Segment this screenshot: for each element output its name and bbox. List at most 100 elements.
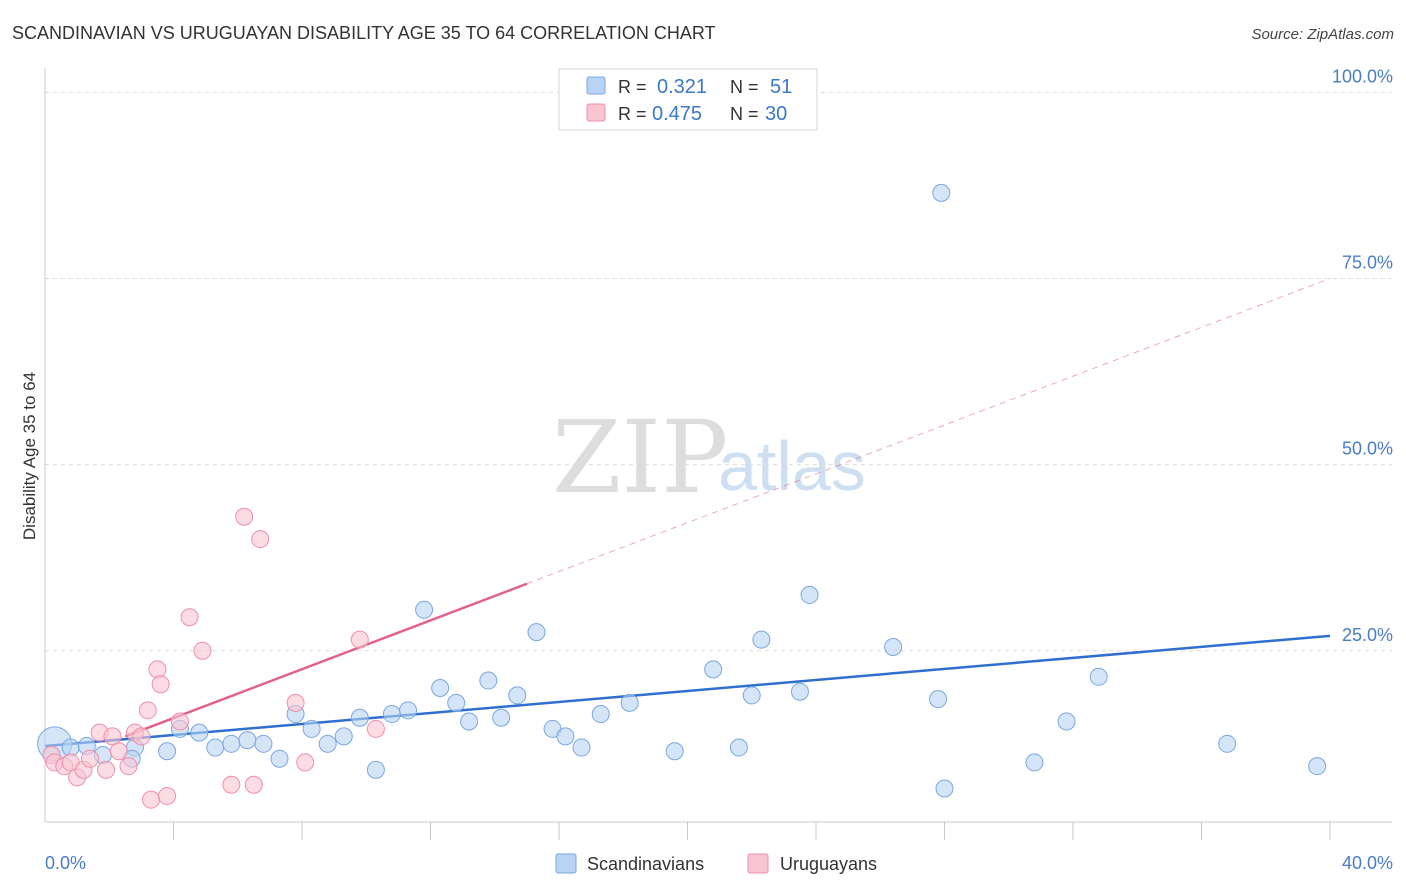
point-scandinavian[interactable]: [302, 719, 321, 738]
point-uruguayan[interactable]: [119, 757, 138, 776]
stats-n-value-uruguayan: 30: [765, 103, 787, 125]
point-uruguayan[interactable]: [80, 749, 99, 768]
legend-swatch-uruguayans[interactable]: [747, 853, 769, 874]
gridlines: [45, 91, 1392, 652]
y-tick-labels: 25.0% 50.0% 75.0% 100.0%: [1332, 66, 1393, 644]
point-uruguayan[interactable]: [286, 693, 305, 712]
point-scandinavian[interactable]: [527, 623, 546, 642]
chart-title: SCANDINAVIAN VS URUGUAYAN DISABILITY AGE…: [12, 23, 716, 43]
point-uruguayan[interactable]: [193, 641, 212, 660]
stats-n-label-scandinavian: N =: [730, 77, 759, 97]
point-scandinavian[interactable]: [932, 183, 951, 202]
point-scandinavian[interactable]: [479, 671, 498, 690]
point-scandinavian[interactable]: [929, 690, 948, 709]
point-scandinavian[interactable]: [665, 742, 684, 761]
stats-r-value-uruguayan: 0.475: [652, 103, 702, 125]
point-uruguayan[interactable]: [244, 775, 263, 794]
point-scandinavian[interactable]: [415, 600, 434, 619]
point-scandinavian[interactable]: [431, 678, 450, 697]
stats-n-label-uruguayan: N =: [730, 104, 759, 124]
source-credit: Source: ZipAtlas.com: [1251, 26, 1394, 43]
legend: Scandinavians Uruguayans: [555, 853, 877, 874]
point-scandinavian[interactable]: [206, 738, 225, 757]
y-tick-label: 25.0%: [1342, 625, 1393, 645]
point-scandinavian[interactable]: [800, 585, 819, 604]
legend-swatch-scandinavians[interactable]: [555, 853, 577, 874]
stats-r-label-uruguayan: R =: [618, 104, 647, 124]
point-uruguayan[interactable]: [222, 775, 241, 794]
point-scandinavian[interactable]: [238, 731, 257, 750]
legend-label-scandinavians[interactable]: Scandinavians: [587, 854, 704, 874]
point-uruguayan[interactable]: [180, 608, 199, 627]
y-tick-label: 50.0%: [1342, 439, 1393, 459]
point-scandinavian[interactable]: [1218, 734, 1237, 753]
point-scandinavian[interactable]: [190, 723, 209, 742]
point-uruguayan[interactable]: [158, 786, 177, 805]
point-uruguayan[interactable]: [138, 701, 157, 720]
point-scandinavian[interactable]: [1308, 757, 1327, 776]
trend-lines: [44, 278, 1331, 748]
point-scandinavian[interactable]: [752, 630, 771, 649]
point-uruguayan[interactable]: [366, 719, 385, 738]
point-scandinavian[interactable]: [556, 727, 575, 746]
point-scandinavian[interactable]: [366, 760, 385, 779]
point-scandinavian[interactable]: [382, 705, 401, 724]
point-scandinavian[interactable]: [572, 738, 591, 757]
point-scandinavian[interactable]: [935, 779, 954, 798]
point-scandinavian[interactable]: [222, 734, 241, 753]
point-uruguayan[interactable]: [251, 530, 270, 549]
point-uruguayan[interactable]: [97, 760, 116, 779]
point-scandinavian[interactable]: [270, 749, 289, 768]
point-uruguayan[interactable]: [350, 630, 369, 649]
stats-box: R = 0.321 N = 51 R = 0.475 N = 30: [558, 68, 818, 131]
point-scandinavian[interactable]: [591, 705, 610, 724]
stats-swatch-scandinavian: [586, 76, 606, 95]
trend-line-uruguayan: [124, 582, 528, 738]
point-uruguayan[interactable]: [235, 507, 254, 526]
point-scandinavian[interactable]: [254, 734, 273, 753]
point-scandinavian[interactable]: [884, 638, 903, 657]
point-scandinavian[interactable]: [729, 738, 748, 757]
point-scandinavian[interactable]: [742, 686, 761, 705]
legend-label-uruguayans[interactable]: Uruguayans: [780, 854, 877, 874]
point-scandinavian[interactable]: [447, 693, 466, 712]
point-scandinavian[interactable]: [620, 693, 639, 712]
point-uruguayan[interactable]: [170, 712, 189, 731]
point-uruguayan[interactable]: [109, 742, 128, 761]
watermark-atlas: atlas: [718, 427, 866, 505]
point-scandinavian[interactable]: [334, 727, 353, 746]
stats-r-value-scandinavian: 0.321: [657, 76, 707, 98]
x-tick-label-max: 40.0%: [1342, 853, 1393, 873]
point-scandinavian[interactable]: [399, 701, 418, 720]
y-axis-label: Disability Age 35 to 64: [20, 372, 39, 540]
stats-n-value-scandinavian: 51: [770, 76, 792, 98]
point-uruguayan[interactable]: [151, 675, 170, 694]
y-tick-label: 75.0%: [1342, 252, 1393, 272]
watermark-zip: ZIP: [552, 399, 728, 516]
point-scandinavian[interactable]: [492, 708, 511, 727]
trend-line-scandinavian: [44, 634, 1331, 748]
x-tick-labels: 0.0% 40.0%: [45, 853, 1393, 873]
point-uruguayan[interactable]: [142, 790, 161, 809]
point-uruguayan[interactable]: [103, 727, 122, 746]
axes: [44, 68, 1392, 840]
point-scandinavian[interactable]: [158, 742, 177, 761]
point-uruguayan[interactable]: [148, 660, 167, 679]
watermark: ZIP atlas: [552, 399, 866, 516]
point-uruguayan[interactable]: [296, 753, 315, 772]
point-scandinavian[interactable]: [318, 734, 337, 753]
trend-line-uruguayan-extrapolated: [526, 278, 1331, 585]
point-scandinavian[interactable]: [508, 686, 527, 705]
point-uruguayan[interactable]: [132, 727, 151, 746]
y-tick-label: 100.0%: [1332, 66, 1393, 86]
x-tick-label-min: 0.0%: [45, 853, 86, 873]
point-scandinavian[interactable]: [350, 708, 369, 727]
point-scandinavian[interactable]: [460, 712, 479, 731]
point-scandinavian[interactable]: [1089, 667, 1108, 686]
stats-swatch-uruguayan: [586, 103, 606, 122]
point-scandinavian[interactable]: [704, 660, 723, 679]
point-scandinavian[interactable]: [1025, 753, 1044, 772]
point-scandinavian[interactable]: [790, 682, 809, 701]
point-scandinavian[interactable]: [1057, 712, 1076, 731]
